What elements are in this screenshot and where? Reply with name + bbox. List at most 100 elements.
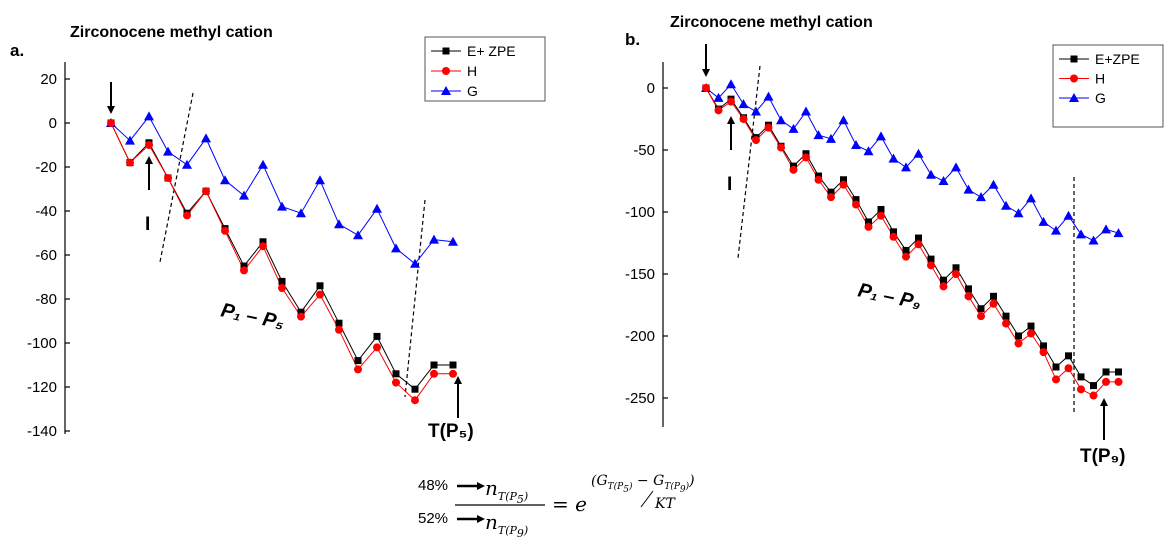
data-point-square: [449, 361, 457, 369]
legend-entry: H: [467, 63, 477, 79]
data-point-triangle: [788, 123, 799, 133]
y-tick-label: 0: [647, 80, 655, 97]
data-point-square: [1052, 363, 1060, 371]
formula-pct-bottom: 52%: [418, 510, 449, 527]
data-point-circle: [702, 84, 710, 92]
data-point-circle: [126, 158, 134, 167]
data-point-triangle: [926, 169, 936, 179]
data-point-square: [259, 238, 267, 246]
data-point-square: [840, 176, 847, 184]
data-point-square: [240, 262, 248, 270]
data-point-triangle: [410, 258, 420, 268]
data-point-circle: [802, 153, 810, 162]
data-point-square: [373, 332, 381, 340]
legend-entry: E+ ZPE: [467, 43, 516, 59]
legend-marker: [1070, 55, 1078, 63]
y-tick-label: -200: [625, 328, 655, 345]
data-point-circle: [430, 369, 438, 378]
data-point-circle: [316, 290, 324, 299]
data-point-square: [354, 357, 362, 365]
y-tick-label: -250: [625, 390, 655, 407]
data-point-triangle: [429, 234, 439, 244]
data-point-triangle: [1001, 200, 1011, 210]
panel-a-start-label: Zirconocene methyl cation: [70, 24, 273, 41]
data-point-circle: [259, 242, 267, 251]
data-point-triangle: [353, 230, 363, 240]
data-point-triangle: [1013, 208, 1024, 218]
data-point-circle: [814, 175, 823, 184]
data-point-circle: [977, 312, 985, 321]
data-point-circle: [1089, 391, 1098, 400]
data-point-circle: [877, 211, 885, 220]
data-point-circle: [739, 115, 748, 123]
data-point-circle: [752, 136, 760, 145]
data-point-triangle: [938, 176, 949, 185]
data-point-square: [1015, 332, 1022, 340]
data-point-circle: [240, 266, 248, 275]
data-point-circle: [952, 270, 960, 278]
data-point-square: [902, 246, 910, 254]
data-point-circle: [221, 226, 229, 235]
data-point-circle: [1114, 377, 1123, 386]
data-point-circle: [1027, 329, 1035, 338]
data-point-triangle: [239, 190, 249, 200]
population-ratio-formula: 48% 52% nT(P5) nT(P9) = e (GT(P5) − GT(P…: [405, 470, 805, 542]
data-point-circle: [164, 174, 172, 182]
data-point-square: [335, 319, 343, 327]
data-point-triangle: [334, 219, 344, 229]
panel-b: b. Zirconocene methyl cation 0 -50 -100 -15…: [625, 14, 1164, 467]
panel-b-series-markers: [701, 79, 1124, 400]
formula-exponent-numerator: (GT(P5) − GT(P9)): [591, 473, 695, 495]
data-point-triangle: [1088, 235, 1099, 245]
panel-a-y-ticks: 20 0 -20 -40 -60 -80 -100 -120 -140: [27, 71, 70, 440]
data-point-circle: [789, 165, 798, 174]
panel-a-dashed-divider-left: [159, 92, 194, 263]
data-point-square: [278, 277, 286, 285]
data-point-square: [865, 218, 872, 226]
data-point-circle: [889, 232, 898, 241]
data-point-triangle: [963, 184, 974, 194]
data-point-square: [927, 255, 935, 263]
data-point-square: [1115, 368, 1122, 376]
data-point-triangle: [391, 243, 401, 253]
data-point-triangle: [372, 203, 382, 213]
data-point-square: [890, 228, 897, 236]
data-point-square: [411, 385, 419, 393]
data-point-square: [915, 234, 922, 242]
data-point-circle: [852, 200, 860, 209]
formula-pct-top: 48%: [418, 477, 449, 494]
series-line-circle: [110, 122, 453, 401]
data-point-triangle: [851, 140, 861, 150]
data-point-triangle: [763, 91, 774, 101]
panel-a-region-label: P₁ – P₅: [219, 299, 286, 334]
data-point-square: [977, 305, 985, 313]
data-point-circle: [989, 299, 998, 308]
data-point-circle: [107, 119, 115, 127]
data-point-circle: [727, 97, 735, 106]
panel-b-legend: E+ZPE HG: [1052, 44, 1164, 128]
panel-a-legend: E+ ZPE HG: [424, 36, 546, 102]
data-point-square: [1040, 342, 1047, 350]
data-point-triangle: [1101, 224, 1111, 234]
y-tick-label: -40: [35, 203, 57, 220]
y-tick-label: -60: [35, 247, 57, 264]
panel-a-intermediate-label: I: [145, 214, 150, 235]
data-point-circle: [278, 284, 286, 292]
series-line-square: [705, 87, 1119, 387]
formula-graphics: [455, 482, 654, 523]
data-point-triangle: [448, 236, 458, 246]
legend-entry: G: [1095, 90, 1106, 106]
data-point-square: [430, 361, 438, 369]
data-point-circle: [864, 222, 873, 231]
data-point-square: [1102, 368, 1110, 376]
data-point-circle: [902, 252, 910, 261]
panel-a-end-label: T(P₅): [428, 421, 474, 442]
data-point-triangle: [988, 179, 999, 189]
data-point-circle: [927, 261, 935, 270]
panel-b-start-label: Zirconocene methyl cation: [670, 14, 873, 31]
data-point-triangle: [315, 175, 325, 185]
data-point-square: [1065, 352, 1072, 360]
formula-numerator: nT(P5): [485, 476, 529, 507]
panel-b-intermediate-label: I: [727, 174, 732, 195]
